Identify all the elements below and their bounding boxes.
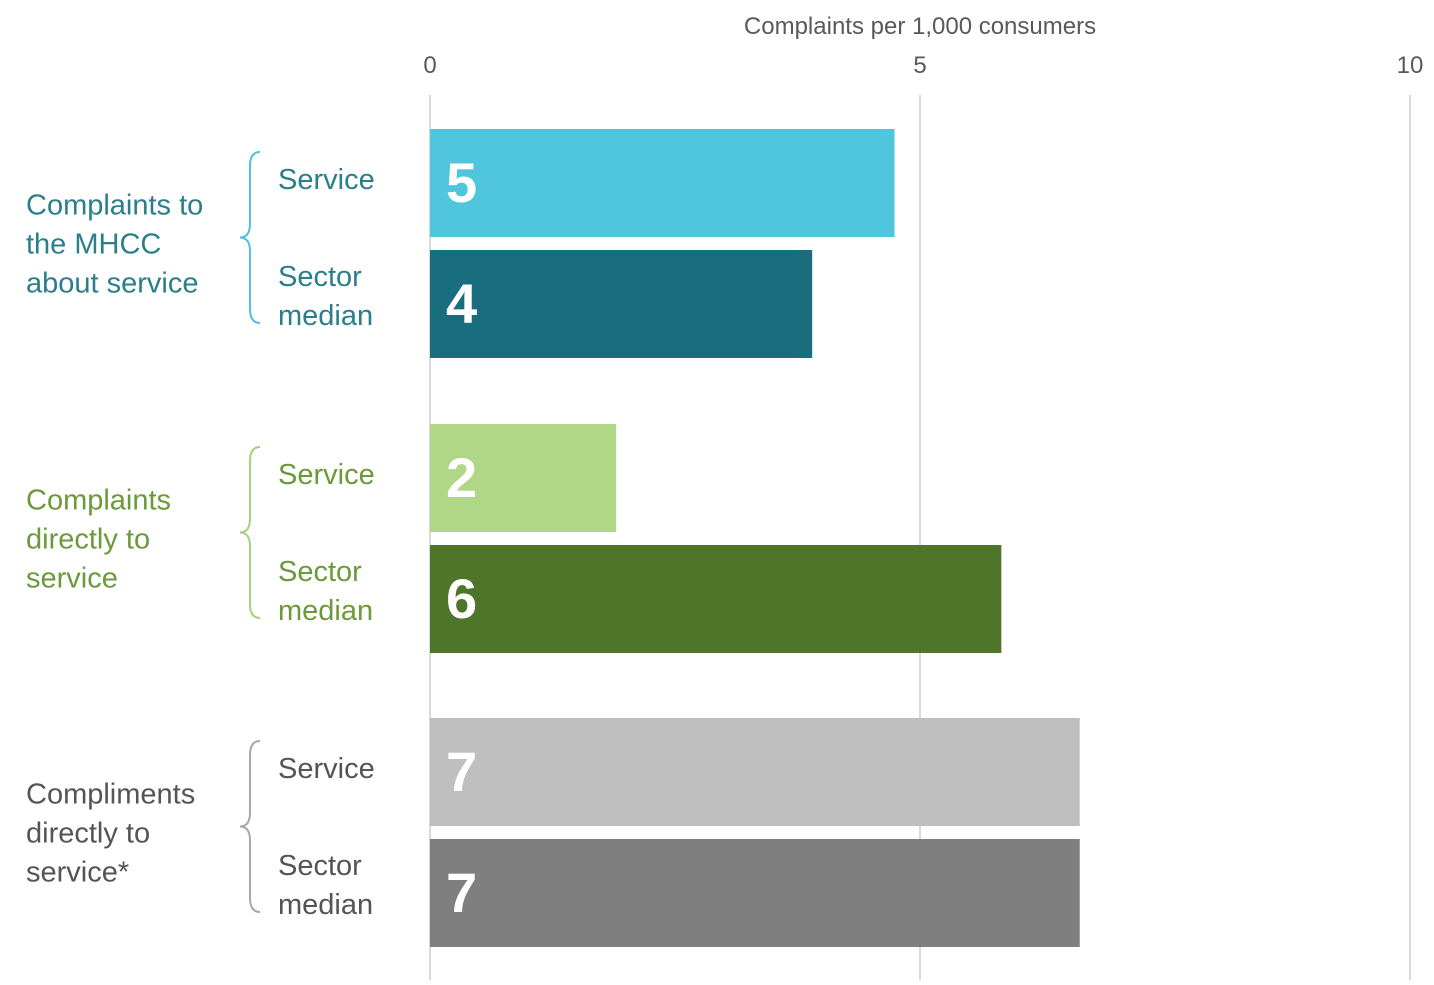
bar-value-label: 5 [446, 151, 477, 214]
bar-category-label: median [278, 889, 373, 921]
bar-category-label: Sector [278, 261, 362, 293]
group-brace [239, 151, 261, 324]
bar-value-label: 7 [446, 861, 477, 924]
x-tick-label: 0 [423, 52, 436, 79]
bar-value-label: 7 [446, 740, 477, 803]
bar-value-label: 2 [446, 446, 477, 509]
bar-sector-median [430, 545, 1002, 653]
x-axis-title: Complaints per 1,000 consumers [744, 13, 1096, 40]
bar-category-label: median [278, 595, 373, 627]
bar-value-label: 4 [446, 272, 477, 335]
bar-service [430, 424, 617, 532]
group-label-line: service [26, 563, 118, 595]
group-label-line: Complaints to [26, 190, 203, 222]
x-tick-label: 10 [1397, 52, 1424, 79]
bar-sector-median [430, 839, 1080, 947]
bar-category-label: Service [278, 164, 375, 196]
group-brace [239, 446, 261, 619]
group-label-line: about service [26, 268, 199, 300]
label-layer: 0 5 10 Complaints to the MHCC about service 5 S… [26, 52, 1423, 924]
group-brace [239, 740, 261, 913]
bar-value-label: 6 [446, 567, 477, 630]
bar-service [430, 718, 1080, 826]
group-label-line: service* [26, 857, 129, 889]
bar-category-label: Sector [278, 850, 362, 882]
group-label-line: the MHCC [26, 229, 161, 261]
group-label-line: Complaints [26, 485, 171, 517]
grid-layer [429, 95, 1411, 980]
group-label-line: directly to [26, 818, 150, 850]
bar-sector-median [430, 250, 813, 358]
bar-category-label: Sector [278, 556, 362, 588]
bar-category-label: Service [278, 753, 375, 785]
group-label-line: Compliments [26, 779, 195, 811]
group-label-line: directly to [26, 524, 150, 556]
bar-category-label: median [278, 300, 373, 332]
bar-layer [430, 129, 1080, 947]
bar-category-label: Service [278, 459, 375, 491]
x-tick-label: 5 [913, 52, 926, 79]
bar-service [430, 129, 895, 237]
